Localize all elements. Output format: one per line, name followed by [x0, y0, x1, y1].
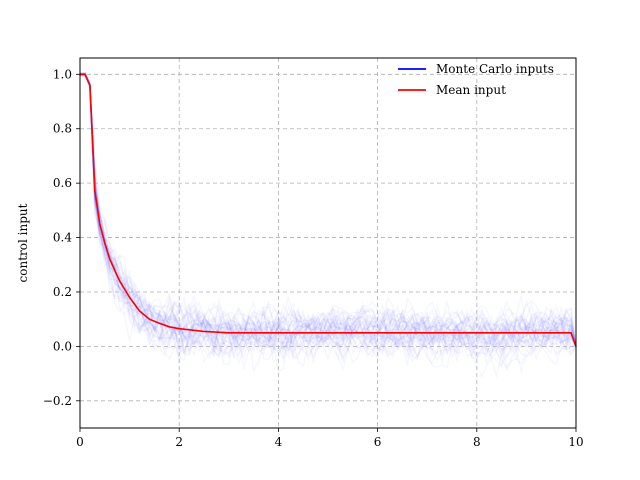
grid [80, 58, 576, 428]
y-tick-label: 0.6 [53, 176, 72, 190]
y-tick-label: 0.8 [53, 122, 72, 136]
x-tick-label: 10 [568, 435, 583, 449]
y-tick-label: −0.2 [43, 394, 72, 408]
monte-carlo-runs [80, 72, 576, 376]
plot-frame [79, 57, 577, 429]
y-tick-label: 0.0 [53, 339, 72, 353]
y-axis-label: control input [16, 203, 30, 282]
mean-series [80, 73, 577, 347]
x-tick-label: 4 [275, 435, 283, 449]
y-tick-label: 0.4 [53, 231, 72, 245]
y-tick-label: 1.0 [53, 67, 72, 81]
legend-label: Monte Carlo inputs [436, 62, 554, 76]
x-tick-label: 0 [76, 435, 84, 449]
legend: Monte Carlo inputs Mean input [398, 62, 554, 97]
x-tick-label: 8 [473, 435, 481, 449]
legend-label: Mean input [436, 83, 506, 97]
x-tick-label: 2 [175, 435, 183, 449]
mean-input-line [80, 73, 577, 347]
y-tick-label: 0.2 [53, 285, 72, 299]
x-tick-label: 6 [374, 435, 382, 449]
ticks: 0 2 4 6 8 10 −0.2 0.0 0.2 0.4 0.6 0.8 1.0 [43, 67, 584, 449]
